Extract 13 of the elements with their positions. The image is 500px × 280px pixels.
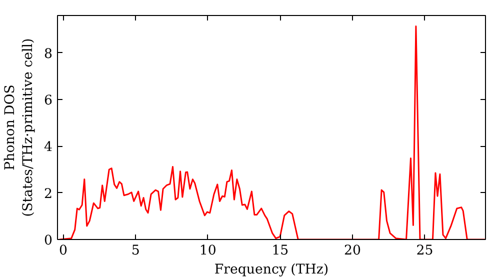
y-tick-label: 0 [44, 234, 53, 248]
x-tick-label: 15 [272, 244, 289, 258]
x-tick-label: 25 [416, 244, 434, 258]
y-tick-label: 2 [44, 186, 53, 202]
x-tick-label: 10 [199, 244, 216, 258]
y-tick-label: 6 [44, 94, 53, 108]
y-tick-label: 8 [44, 46, 53, 62]
x-tick-label: 20 [344, 244, 361, 258]
x-tick-label: 0 [59, 244, 68, 258]
x-axis-title: Frequency (THz) [214, 262, 329, 278]
x-tick-label: 5 [131, 244, 140, 258]
y-axis-title: Phonon DOS (States/THz·primitive cell) [3, 38, 36, 217]
y-tick-label: 4 [44, 140, 53, 156]
